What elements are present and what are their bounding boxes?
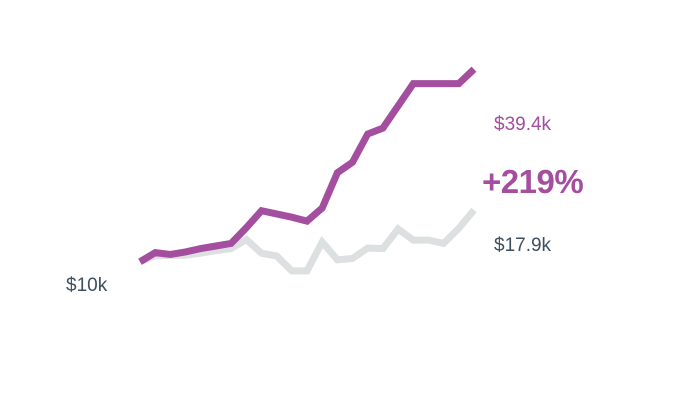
primary-series-line (138, 66, 477, 265)
start-value-label: $10k (66, 275, 108, 296)
secondary-series-line (138, 207, 477, 275)
growth-percent-label: +219% (482, 163, 584, 200)
primary-end-value-label: $39.4k (494, 114, 552, 135)
secondary-end-value-label: $17.9k (494, 235, 552, 256)
